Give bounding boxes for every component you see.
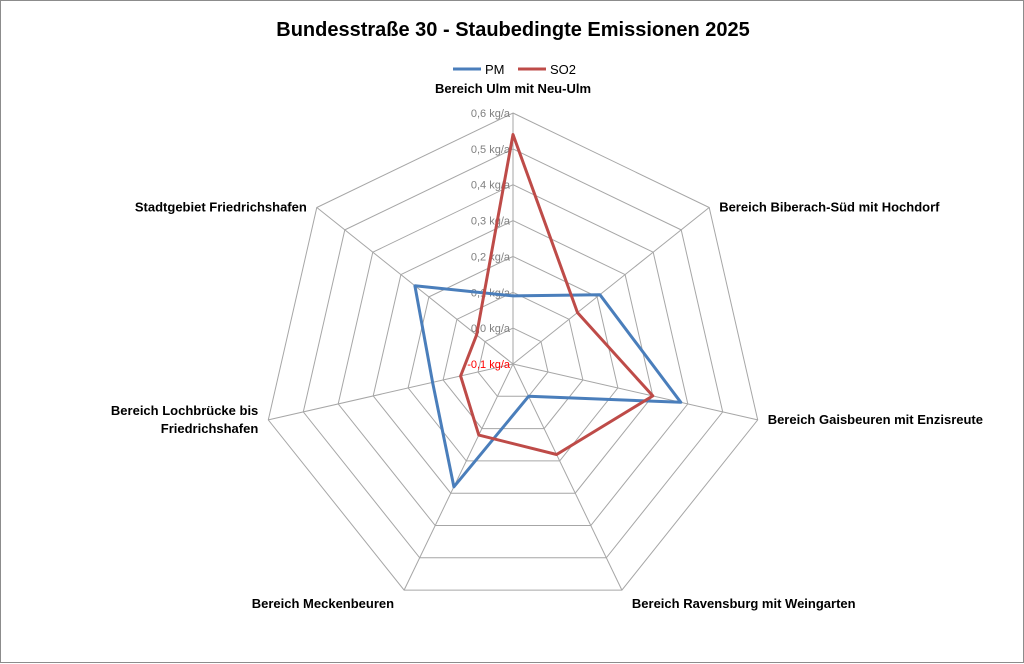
category-label: Bereich Meckenbeuren <box>252 596 394 611</box>
grid-ring <box>407 255 619 462</box>
radial-axis-ticks: -0,1 kg/a0,0 kg/a0,1 kg/a0,2 kg/a0,3 kg/… <box>467 108 511 371</box>
series-lines <box>413 133 683 489</box>
grid-spoke <box>512 207 710 365</box>
grid-spoke <box>512 363 758 421</box>
category-label: Bereich Ravensburg mit Weingarten <box>632 596 856 611</box>
grid-spoke <box>403 363 514 591</box>
grid-spoke <box>512 363 623 591</box>
series-line-pm <box>413 284 683 489</box>
tick-label: 0,4 kg/a <box>471 180 511 192</box>
grid-ring <box>267 112 759 591</box>
tick-label: 0,5 kg/a <box>471 144 511 156</box>
category-label: Stadtgebiet Friedrichshafen <box>135 200 307 215</box>
category-labels: Bereich Ulm mit Neu-Ulm Bereich Biberach-… <box>111 81 983 611</box>
grid-ring <box>372 220 654 494</box>
legend-label-pm: PM <box>485 62 505 77</box>
grid-ring <box>302 148 724 559</box>
grid-ring <box>477 327 549 397</box>
tick-label: 0,0 kg/a <box>471 323 511 335</box>
legend-label-so2: SO2 <box>550 62 576 77</box>
radar-grid <box>267 112 759 591</box>
chart-title: Bundesstraße 30 - Staubedingte Emissione… <box>276 19 749 41</box>
category-label: Bereich Ulm mit Neu-Ulm <box>435 81 591 96</box>
tick-label: 0,6 kg/a <box>471 108 511 120</box>
tick-label: 0,3 kg/a <box>471 216 511 228</box>
legend: PM SO2 <box>453 62 576 77</box>
grid-ring <box>442 291 584 430</box>
tick-label: -0,1 kg/a <box>467 359 511 371</box>
grid-spoke <box>268 363 514 421</box>
grid-ring <box>337 184 689 526</box>
series-line-so2 <box>459 133 655 456</box>
category-label: Bereich Lochbrücke bis Friedrichshafen <box>111 403 258 436</box>
category-label: Bereich Gaisbeuren mit Enzisreute <box>768 412 983 427</box>
category-label: Bereich Biberach-Süd mit Hochdorf <box>719 200 940 215</box>
